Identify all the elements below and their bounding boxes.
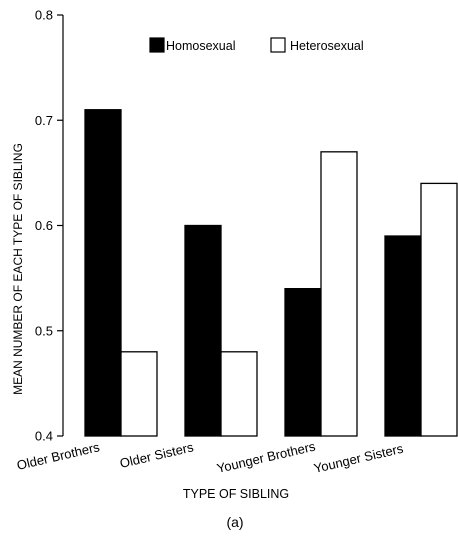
x-tick-label: Younger Brothers bbox=[215, 439, 317, 476]
x-axis-title: TYPE OF SIBLING bbox=[183, 487, 289, 501]
bars bbox=[84, 109, 458, 437]
x-tick-label: Younger Sisters bbox=[312, 441, 405, 476]
y-axis-title: MEAN NUMBER OF EACH TYPE OF SIBLING bbox=[11, 143, 25, 395]
legend-swatch-heterosexual bbox=[270, 37, 286, 53]
y-tick-label: 0.5 bbox=[35, 323, 53, 338]
x-tick-label: Older Brothers bbox=[15, 439, 101, 473]
bar-heterosexual-younger-sisters bbox=[420, 182, 458, 437]
bar-homosexual-older-sisters bbox=[184, 224, 222, 437]
bar-heterosexual-younger-brothers bbox=[320, 151, 358, 437]
x-axis-labels: Older Brothers Older Sisters Younger Broth… bbox=[15, 439, 405, 476]
bar-homosexual-older-brothers bbox=[84, 109, 122, 437]
bar-homosexual-younger-brothers bbox=[284, 287, 322, 437]
legend-label-homosexual: Homosexual bbox=[166, 39, 235, 53]
y-tick-label: 0.6 bbox=[35, 218, 53, 233]
figure-caption: (a) bbox=[226, 514, 243, 530]
x-tick-label: Older Sisters bbox=[118, 439, 195, 471]
bar-heterosexual-older-brothers bbox=[120, 351, 158, 437]
y-tick-label: 0.7 bbox=[35, 113, 53, 128]
y-tick-label: 0.8 bbox=[35, 8, 53, 23]
bar-heterosexual-older-sisters bbox=[220, 351, 258, 437]
legend-label-heterosexual: Heterosexual bbox=[290, 39, 364, 53]
y-tick-label: 0.4 bbox=[35, 429, 53, 444]
y-axis: 0.4 0.5 0.6 0.7 0.8 bbox=[35, 8, 64, 444]
legend-swatch-homosexual bbox=[149, 37, 165, 53]
bar-homosexual-younger-sisters bbox=[384, 235, 422, 437]
legend: Homosexual Heterosexual bbox=[149, 37, 364, 53]
